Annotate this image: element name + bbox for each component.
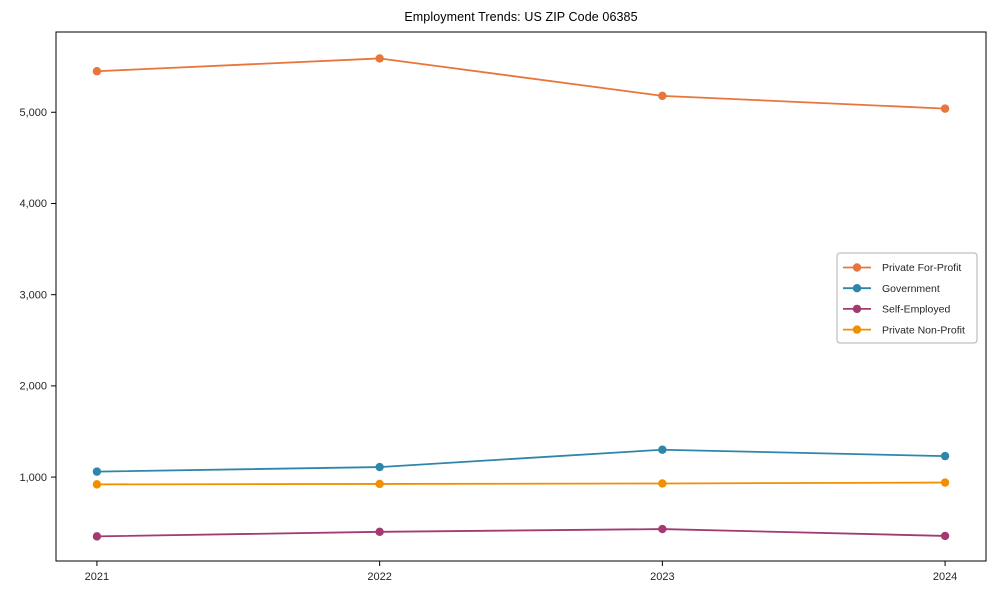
- legend-marker-icon: [852, 304, 862, 314]
- y-tick-label: 4,000: [19, 198, 47, 210]
- y-tick-label: 2,000: [19, 381, 47, 393]
- data-point-government-2021: [92, 467, 102, 476]
- x-tick-label: 2024: [933, 571, 957, 583]
- legend-label: Private For-Profit: [882, 262, 961, 274]
- legend-item-government: Government: [843, 283, 940, 295]
- legend-box: [836, 252, 978, 344]
- legend-marker-icon: [852, 284, 862, 293]
- data-point-private-non-profit-2021: [92, 480, 102, 489]
- data-point-private-non-profit-2023: [658, 479, 667, 488]
- legend-item-private-for-profit: Private For-Profit: [843, 262, 961, 274]
- x-tick-label: 2022: [367, 571, 391, 583]
- data-point-government-2023: [658, 445, 667, 454]
- data-point-private-non-profit-2022: [375, 479, 384, 489]
- x-tick-label: 2023: [650, 571, 674, 583]
- data-point-self-employed-2023: [658, 524, 667, 534]
- y-tick-label: 1,000: [19, 472, 47, 484]
- data-point-government-2022: [375, 462, 384, 472]
- data-point-private-for-profit-2024: [940, 104, 950, 113]
- legend-label: Self-Employed: [882, 304, 950, 316]
- legend-item-self-employed: Self-Employed: [843, 304, 950, 316]
- chart-title: Employment Trends: US ZIP Code 06385: [404, 10, 638, 24]
- series-line-self-employed: [96, 528, 946, 538]
- legend-marker-icon: [852, 263, 862, 272]
- data-point-self-employed-2024: [940, 531, 950, 541]
- legend-label: Private Non-Profit: [882, 324, 965, 336]
- series-line-government: [96, 448, 946, 473]
- legend-label: Government: [882, 283, 940, 295]
- data-point-government-2024: [940, 451, 950, 461]
- data-point-private-for-profit-2021: [92, 67, 102, 76]
- legend-marker-icon: [852, 325, 862, 334]
- x-tick-label: 2021: [85, 571, 109, 583]
- series-line-private-non-profit: [96, 481, 946, 486]
- y-tick-label: 3,000: [19, 289, 47, 301]
- series-line-private-for-profit: [96, 57, 946, 110]
- data-point-private-non-profit-2024: [940, 478, 950, 487]
- data-point-self-employed-2022: [375, 527, 384, 537]
- y-tick-label: 5,000: [19, 107, 47, 119]
- data-point-private-for-profit-2022: [375, 54, 384, 63]
- data-point-private-for-profit-2023: [658, 91, 667, 101]
- legend: Private For-Profit Government Self-Employe…: [836, 252, 978, 344]
- legend-item-private-non-profit: Private Non-Profit: [843, 324, 965, 336]
- plot-border: [55, 31, 987, 562]
- data-point-self-employed-2021: [92, 532, 102, 541]
